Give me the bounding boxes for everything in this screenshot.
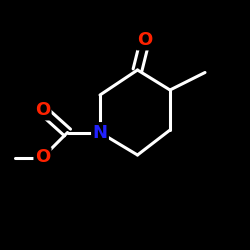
Text: N: N [92, 124, 108, 142]
Text: O: O [35, 101, 50, 119]
Text: O: O [35, 148, 50, 166]
Text: O: O [138, 31, 152, 49]
